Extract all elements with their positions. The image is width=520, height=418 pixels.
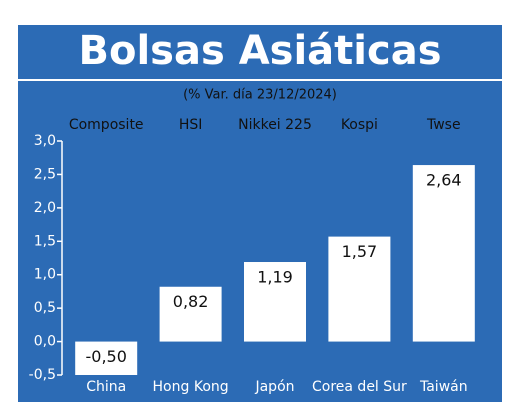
x-tick-label: Japón <box>254 379 294 395</box>
y-tick-label: 3,0 <box>34 133 56 149</box>
y-tick-label: -0,5 <box>29 367 56 383</box>
bar <box>75 341 138 375</box>
x-tick-label: Corea del Sur <box>312 379 407 395</box>
index-label: Kospi <box>341 117 378 133</box>
bar <box>244 262 306 342</box>
x-tick-label: Hong Kong <box>153 379 229 395</box>
y-tick-label: 1,0 <box>34 267 56 283</box>
value-label: -0,50 <box>85 347 126 366</box>
y-tick-label: 2,5 <box>34 166 56 182</box>
value-label: 2,64 <box>426 171 462 190</box>
y-tick-label: 0,5 <box>34 300 56 316</box>
x-tick-label: China <box>86 379 126 395</box>
y-tick-label: 2,0 <box>34 200 56 216</box>
bar <box>412 165 475 342</box>
x-tick-label: Taiwán <box>419 379 468 395</box>
bar <box>159 286 222 342</box>
index-label: Nikkei 225 <box>238 117 312 133</box>
index-label: HSI <box>179 117 203 133</box>
value-label: 0,82 <box>173 292 209 311</box>
y-tick-label: 0,0 <box>34 334 56 350</box>
y-tick-label: 1,5 <box>34 233 56 249</box>
chart-title: Bolsas Asiáticas <box>78 28 441 74</box>
index-label: Twse <box>426 117 461 133</box>
bar <box>328 236 391 342</box>
index-label: Composite <box>69 117 144 133</box>
value-label: 1,57 <box>342 242 378 261</box>
chart-subtitle: (% Var. día 23/12/2024) <box>183 88 337 103</box>
value-label: 1,19 <box>257 268 293 287</box>
